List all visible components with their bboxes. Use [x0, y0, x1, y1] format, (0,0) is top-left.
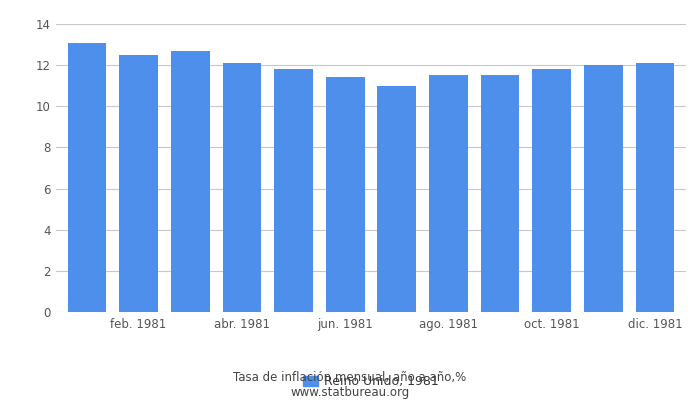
Bar — [119, 55, 158, 312]
Bar — [377, 86, 416, 312]
Bar — [636, 63, 674, 312]
Bar — [326, 78, 365, 312]
Legend: Reino Unido, 1981: Reino Unido, 1981 — [298, 370, 444, 393]
Bar — [223, 63, 261, 312]
Text: Tasa de inflación mensual, año a año,%: Tasa de inflación mensual, año a año,% — [233, 372, 467, 384]
Bar — [429, 76, 468, 312]
Bar — [274, 69, 313, 312]
Bar — [481, 76, 519, 312]
Bar — [584, 65, 623, 312]
Bar — [68, 42, 106, 312]
Text: www.statbureau.org: www.statbureau.org — [290, 386, 410, 399]
Bar — [533, 69, 571, 312]
Bar — [171, 51, 209, 312]
